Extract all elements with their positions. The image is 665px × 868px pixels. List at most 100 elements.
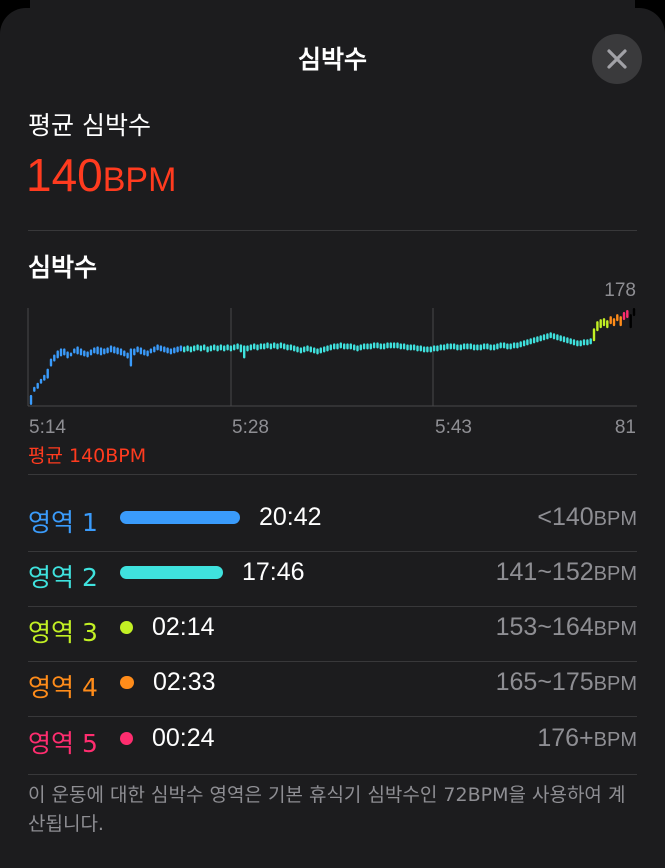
heart-rate-bar: [253, 343, 256, 350]
heart-rate-bar: [532, 337, 536, 344]
heart-rate-bar: [329, 344, 332, 351]
heart-rate-bar: [446, 343, 449, 350]
heart-rate-bar: [536, 336, 539, 343]
heart-rate-bar: [63, 348, 66, 356]
heart-rate-bar: [482, 343, 486, 350]
heart-rate-bar: [519, 341, 522, 348]
close-icon: [607, 49, 627, 69]
heart-rate-bar: [516, 342, 519, 349]
zone-range: 165~175BPM: [496, 668, 637, 697]
zone-name: 영역 4: [28, 673, 98, 702]
close-button[interactable]: [592, 34, 642, 84]
background-sheet: [30, 0, 635, 8]
x-tick-label: 5:43: [435, 417, 472, 438]
heart-rate-sheet: 심박수 평균 심박수 140BPM 심박수 178 81 5:14 5:28 5…: [0, 8, 665, 868]
heart-rate-bar: [426, 346, 429, 353]
heart-rate-bar: [622, 312, 626, 321]
zone-range-value: 141~152: [495, 558, 594, 586]
heart-rate-bar: [239, 344, 243, 353]
heart-rate-bar: [289, 344, 293, 351]
heart-rate-bar: [76, 346, 79, 355]
zone-row: 영역 2 17:46 141~152BPM: [0, 545, 665, 600]
chart-bars: [29, 308, 636, 405]
heart-rate-bar: [336, 343, 339, 350]
heart-rate-bar: [382, 343, 386, 350]
heart-rate-bar: [143, 349, 146, 356]
heart-rate-bar: [266, 342, 269, 349]
heart-rate-bar: [309, 346, 312, 353]
zone-range-unit: BPM: [593, 508, 637, 530]
zone-time: 17:46: [242, 558, 305, 586]
heart-rate-bar: [69, 352, 73, 357]
heart-rate-bar: [422, 346, 426, 353]
heart-rate-bar: [219, 344, 223, 351]
heart-rate-bar: [126, 352, 129, 359]
heart-rate-bar: [103, 348, 106, 355]
heart-rate-bar: [123, 350, 126, 357]
zone-range: <140BPM: [537, 503, 637, 532]
heart-rate-bar: [166, 347, 169, 354]
heart-rate-bar: [109, 345, 113, 353]
zone-time: 20:42: [259, 503, 322, 531]
zone-range-value: 165~175: [495, 668, 594, 696]
heart-rate-bar: [522, 340, 526, 347]
heart-rate-bar: [602, 318, 606, 327]
heart-rate-bar: [339, 342, 342, 349]
heart-rate-bar: [399, 343, 402, 350]
zone-range-unit: BPM: [593, 673, 637, 695]
heart-rate-bar: [612, 318, 616, 327]
heart-rate-bar: [582, 339, 586, 346]
heart-rate-bar: [566, 337, 569, 344]
zone-row: 영역 3 02:14 153~164BPM: [0, 600, 665, 655]
heart-rate-bar: [276, 343, 279, 350]
heart-rate-bar: [406, 344, 409, 351]
heart-rate-bar: [346, 343, 349, 350]
average-heart-rate-value: 140BPM: [26, 148, 176, 202]
heart-rate-bar: [209, 345, 213, 352]
heart-rate-bar: [139, 347, 143, 355]
heart-rate-bar: [196, 344, 199, 351]
zone-range: 141~152BPM: [496, 558, 637, 587]
heart-rate-bar: [286, 344, 289, 351]
heart-rate-bar: [486, 343, 489, 350]
heart-rate-bar: [592, 328, 596, 342]
heart-rate-bar: [313, 347, 316, 354]
zones-footnote: 이 운동에 대한 심박수 영역은 기본 휴식기 심박수인 72BPM을 사용하여…: [28, 784, 626, 835]
heart-rate-bar: [133, 348, 136, 356]
heart-rate-bar: [99, 347, 103, 356]
divider: [28, 774, 637, 775]
heart-rate-bar: [392, 342, 396, 349]
heart-rate-bar: [129, 348, 133, 367]
zone-row: 영역 5 00:24 176+BPM: [0, 711, 665, 766]
heart-rate-bar: [229, 345, 233, 352]
heart-rate-bar: [29, 394, 33, 405]
heart-rate-bar: [459, 344, 462, 351]
heart-rate-bar: [163, 346, 166, 353]
x-tick-label: 5:28: [232, 417, 269, 438]
heart-rate-bar: [56, 350, 59, 359]
heart-rate-bar: [303, 346, 306, 353]
heart-rate-bar: [556, 334, 559, 341]
divider: [28, 661, 637, 662]
heart-rate-bar: [233, 344, 236, 351]
heart-rate-bar: [149, 348, 153, 354]
heart-rate-bar: [476, 344, 479, 351]
heart-rate-bar: [323, 346, 326, 353]
heart-rate-bar: [436, 345, 439, 352]
heart-rate-bar: [512, 342, 516, 349]
heart-rate-bar: [439, 344, 442, 351]
heart-rate-bar: [456, 344, 459, 351]
heart-rate-bar: [296, 346, 299, 353]
zone-range-unit: BPM: [593, 729, 637, 751]
heart-rate-bar: [549, 332, 552, 339]
heart-rate-bar: [442, 344, 446, 351]
heart-rate-bar: [606, 320, 609, 329]
heart-rate-bar: [432, 345, 436, 352]
heart-rate-bar: [616, 314, 619, 322]
heart-rate-bar: [146, 350, 149, 357]
heart-rate-bar: [449, 343, 452, 350]
heart-rate-bar: [452, 343, 456, 350]
zone-range-value: 176+: [537, 724, 594, 752]
heart-rate-bar: [306, 345, 309, 352]
heart-rate-bar: [33, 386, 36, 392]
